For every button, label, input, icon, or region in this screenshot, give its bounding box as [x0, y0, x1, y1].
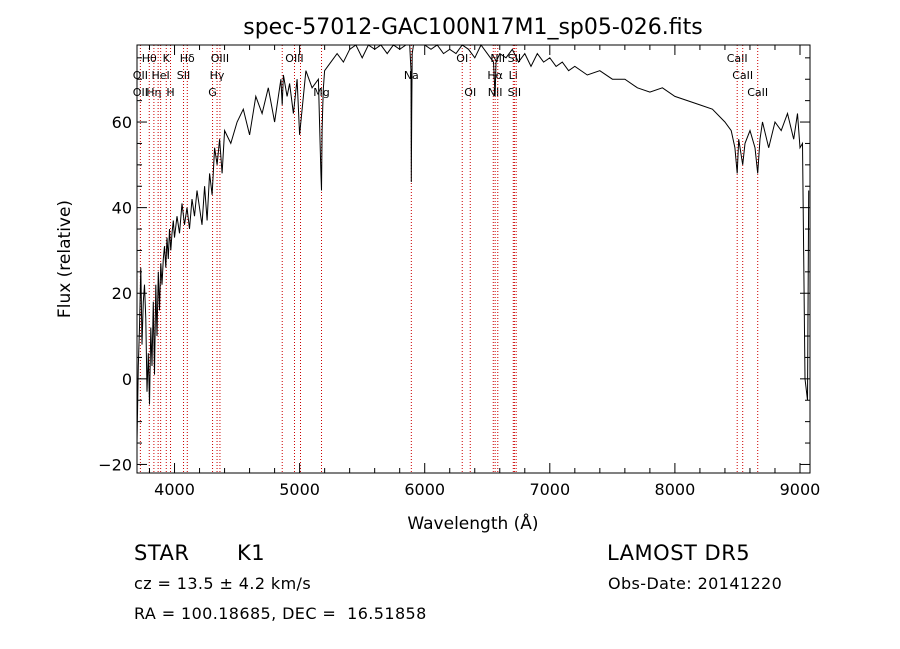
line-label: CaII	[747, 86, 768, 99]
y-tick-label: 0	[122, 370, 132, 389]
line-label: H	[166, 86, 174, 99]
obs-date: Obs-Date: 20141220	[608, 574, 783, 593]
line-label: Hδ	[180, 52, 195, 65]
line-label: SII	[177, 69, 190, 82]
line-label: OII	[133, 69, 148, 82]
x-tick-label: 7000	[529, 480, 570, 499]
survey-name: LAMOST DR5	[607, 541, 751, 565]
line-label: OIII	[211, 52, 229, 65]
object-type: STAR	[134, 541, 190, 565]
y-tick-label: −20	[98, 455, 132, 474]
line-label: Hθ	[142, 52, 157, 65]
line-label: OI	[464, 86, 476, 99]
line-label: Hα	[487, 69, 503, 82]
line-label: CaII	[727, 52, 748, 65]
line-label: HeI	[151, 69, 169, 82]
line-label: Hγ	[210, 69, 225, 82]
line-label: OIII	[285, 52, 303, 65]
line-label: G	[208, 86, 217, 99]
y-tick-label: 60	[112, 113, 132, 132]
y-tick-label: 20	[112, 284, 132, 303]
x-tick-label: 6000	[404, 480, 445, 499]
x-tick-label: 4000	[154, 480, 195, 499]
x-tick-label: 8000	[655, 480, 696, 499]
line-label: SII	[508, 86, 521, 99]
line-label: CaII	[732, 69, 753, 82]
plot-frame	[136, 44, 811, 474]
spectrum-line	[136, 44, 810, 444]
line-label: OI	[456, 52, 468, 65]
chart-title: spec-57012-GAC100N17M1_sp05-026.fits	[243, 15, 703, 40]
redshift-cz: cz = 13.5 ± 4.2 km/s	[134, 574, 312, 593]
line-label: K	[163, 52, 171, 65]
subclass: K1	[237, 541, 266, 565]
x-tick-label: 5000	[279, 480, 320, 499]
y-axis-label: Flux (relative)	[55, 200, 75, 318]
axes: 4000 5000 6000 7000 8000 9000 −20 0 20 40 60	[98, 45, 820, 499]
y-tick-label: 40	[112, 199, 132, 218]
line-label: Mg	[313, 86, 329, 99]
x-axis-label: Wavelength (Å)	[407, 512, 538, 534]
x-tick-label: 9000	[780, 480, 821, 499]
line-label: Li	[509, 69, 518, 82]
line-label: Hη	[146, 86, 161, 99]
ra-dec: RA = 100.18685, DEC = 16.51858	[134, 604, 427, 623]
